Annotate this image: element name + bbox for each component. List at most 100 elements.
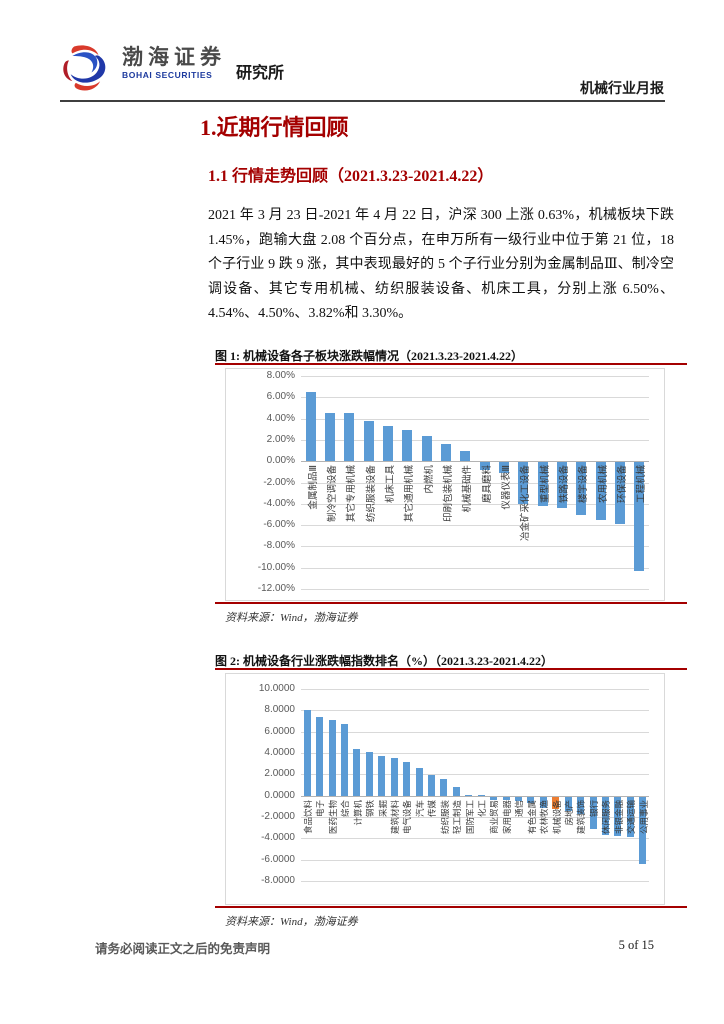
x-axis-category-label: 非银金融 [613, 799, 624, 834]
gridline [301, 461, 649, 463]
gridline [301, 817, 649, 818]
bar-电气设备 [403, 761, 411, 796]
bar-商业贸易 [490, 796, 498, 800]
x-axis-category-label: 机械基础件 [463, 465, 474, 513]
body-paragraph: 2021 年 3 月 23 日-2021 年 4 月 22 日，沪深 300 上… [208, 208, 674, 321]
bar-制冷空调设备 [324, 412, 336, 462]
bar-仪器仪表Ⅲ [498, 462, 510, 473]
bar-建筑装饰 [577, 796, 585, 814]
gridline [301, 546, 649, 548]
x-axis-category-label: 国防军工 [464, 799, 475, 834]
y-axis-tick-label: 6.0000 [264, 725, 295, 737]
x-axis-category-label: 农用机械 [598, 465, 609, 504]
x-axis-category-label: 交通运输 [626, 799, 637, 834]
x-axis-category-label: 工程机械 [637, 465, 648, 504]
bar-机床工具 [382, 426, 394, 462]
x-axis-category-label: 内燃机 [424, 465, 435, 494]
y-axis-tick-label: -2.0000 [261, 811, 295, 822]
header-report-type: 机械行业月报 [580, 82, 664, 97]
y-axis-tick-label: 0.0000 [264, 789, 295, 801]
y-axis-tick-label: 4.0000 [264, 747, 295, 758]
bar-工程机械 [634, 462, 645, 571]
y-axis-tick-label: -8.00% [263, 540, 295, 552]
bar-非银金融 [614, 796, 622, 836]
bar-有色金属 [527, 796, 535, 803]
x-axis-category-label: 纺织服装设备 [366, 465, 377, 523]
bar-传媒 [428, 775, 435, 796]
bar-公用事业 [639, 796, 647, 864]
gridline [301, 689, 649, 690]
bar-家用电器 [502, 796, 510, 801]
x-axis-category-label: 家用电器 [501, 799, 512, 834]
x-axis-category-label: 食品饮料 [302, 799, 313, 834]
bar-医药生物 [328, 719, 336, 796]
bar-楼宇设备 [576, 462, 587, 516]
x-axis-category-label: 银行 [588, 799, 599, 817]
gridline [301, 881, 649, 882]
logo-name-en: BOHAI SECURITIES [122, 70, 213, 80]
x-axis-category-label: 楼宇设备 [579, 465, 590, 504]
x-axis-category-label: 制冷空调设备 [328, 465, 339, 523]
gridline [301, 795, 649, 797]
x-axis-category-label: 商业贸易 [489, 799, 500, 834]
x-axis-category-label: 房地产 [563, 799, 574, 826]
y-axis-tick-label: 8.00% [266, 370, 295, 381]
bar-轻工制造 [452, 786, 460, 796]
bar-冶金矿采化工设备 [518, 462, 529, 504]
x-axis-category-label: 综合 [340, 799, 351, 817]
logo-name-cn: 渤海证券 [122, 45, 226, 69]
logo-text-block: 渤海证券 BOHAI SECURITIES [122, 44, 226, 80]
bar-交通运输 [626, 796, 634, 838]
gridline [301, 753, 649, 754]
x-axis-category-label: 电子 [315, 799, 326, 817]
x-axis-category-label: 冶金矿采化工设备 [521, 465, 532, 542]
x-axis-category-label: 磨具磨料 [482, 465, 493, 504]
bar-通信 [515, 796, 522, 802]
y-axis-tick-label: -6.00% [263, 519, 295, 531]
y-axis-tick-label: 0.00% [266, 455, 295, 467]
gridline [301, 710, 649, 712]
y-axis-tick-label: 8.0000 [264, 704, 295, 716]
gridline [301, 774, 649, 776]
bar-铁路设备 [556, 462, 568, 508]
gridline [301, 503, 649, 505]
bar-磨具磨料 [479, 462, 490, 470]
bar-房地产 [564, 796, 572, 811]
bar-机械基础件 [460, 450, 471, 462]
figure1-caption: 图 1: 机械设备各子板块涨跌幅情况（2021.3.23-2021.4.22） [215, 349, 523, 363]
bar-其它专用机械 [344, 413, 355, 462]
bar-建筑材料 [390, 758, 398, 796]
bohai-logo-icon [63, 45, 106, 91]
x-axis-category-label: 其它通用机械 [405, 465, 416, 523]
gridline [301, 731, 649, 733]
figure1-bar-chart: 8.00% 6.00% 4.00% 2.00% 0.00% -2.00% -4.00% -6.… [225, 368, 665, 601]
gridline [301, 589, 649, 590]
company-logo: 渤海证券 BOHAI SECURITIES 研究所 [62, 44, 284, 94]
bar-机械设备 [552, 796, 560, 810]
x-axis-category-label: 建筑装饰 [576, 799, 587, 834]
bar-重型机械 [537, 462, 548, 506]
x-axis-category-label: 有色金属 [526, 799, 537, 834]
y-axis-tick-label: 10.0000 [258, 683, 295, 694]
x-axis-category-label: 计算机 [352, 799, 363, 826]
bar-汽车 [415, 768, 423, 796]
bar-电子 [316, 717, 324, 796]
bar-食品饮料 [303, 709, 311, 796]
x-axis-category-label: 机械设备 [551, 799, 562, 834]
figure2-caption: 图 2: 机械设备行业涨跌幅指数排名（%）（2021.3.23-2021.4.2… [215, 654, 553, 668]
bar-化工 [477, 794, 485, 796]
bar-环保设备 [614, 462, 626, 524]
x-axis-category-label: 仪器仪表Ⅲ [502, 465, 513, 510]
gridline [301, 567, 649, 569]
x-axis-category-label: 化工 [476, 799, 487, 817]
y-axis-tick-label: -4.0000 [261, 832, 295, 844]
figure2-source: 资料来源：Wind，渤海证券 [225, 916, 358, 928]
y-axis-tick-label: -10.00% [257, 561, 295, 573]
gridline [301, 376, 649, 377]
y-axis-tick-label: -6.0000 [261, 853, 295, 865]
y-axis-tick-label: 4.00% [266, 412, 295, 424]
header-divider [60, 100, 665, 102]
gridline [301, 439, 649, 441]
bar-纺织服装设备 [363, 420, 374, 462]
